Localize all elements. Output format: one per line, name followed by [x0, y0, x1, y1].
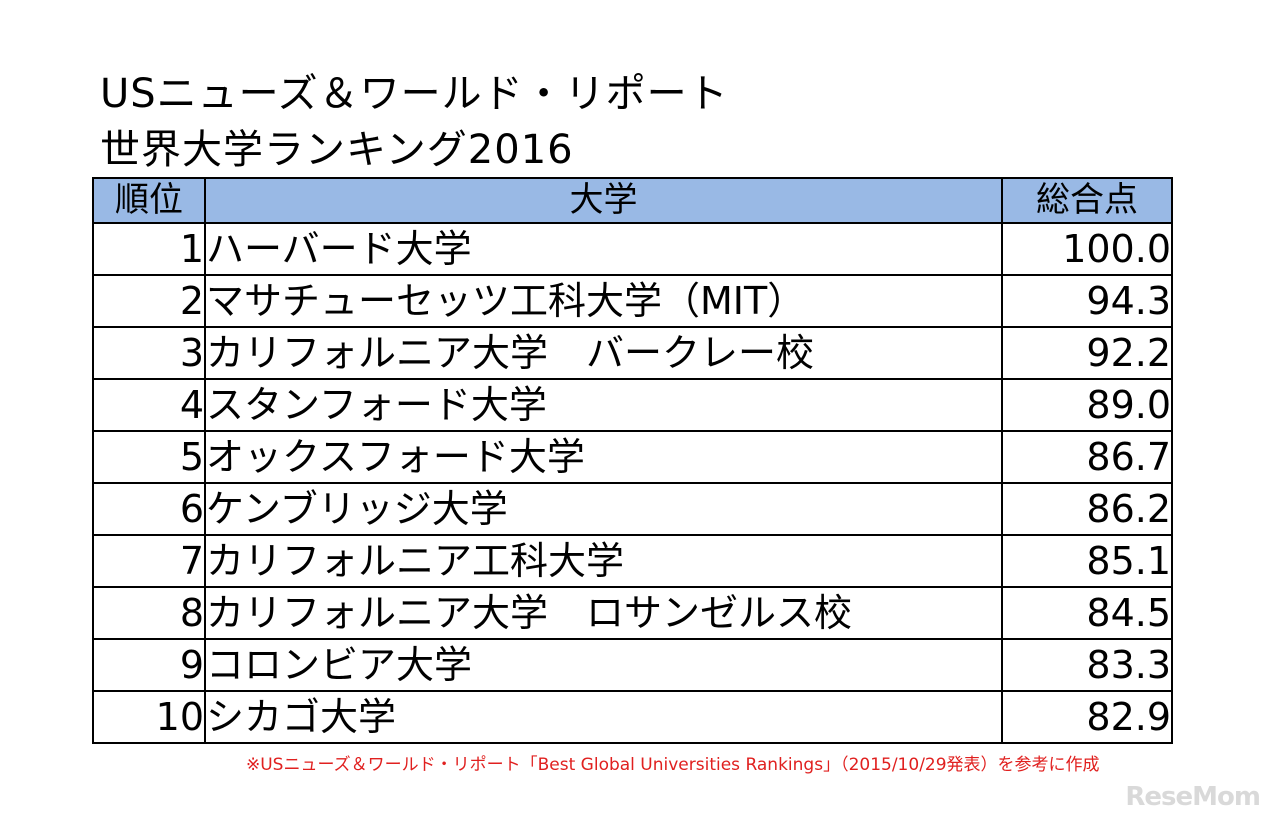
university-cell: カリフォルニア大学 ロサンゼルス校 — [204, 586, 1003, 640]
score-cell: 89.0 — [1001, 378, 1173, 432]
university-cell: コロンビア大学 — [204, 638, 1003, 692]
university-cell: ケンブリッジ大学 — [204, 482, 1003, 536]
rank-cell: 6 — [92, 482, 206, 536]
table-row: 10 シカゴ大学 82.9 — [92, 690, 1173, 744]
university-cell: シカゴ大学 — [204, 690, 1003, 744]
source-footnote: ※USニューズ＆ワールド・リポート「Best Global Universiti… — [246, 755, 1100, 775]
score-cell: 82.9 — [1001, 690, 1173, 744]
score-cell: 100.0 — [1001, 222, 1173, 276]
score-cell: 86.2 — [1001, 482, 1173, 536]
score-cell: 85.1 — [1001, 534, 1173, 588]
rank-cell: 8 — [92, 586, 206, 640]
university-cell: マサチューセッツ工科大学（MIT） — [204, 274, 1003, 328]
score-cell: 92.2 — [1001, 326, 1173, 380]
rank-cell: 2 — [92, 274, 206, 328]
rank-cell: 10 — [92, 690, 206, 744]
table-row: 2 マサチューセッツ工科大学（MIT） 94.3 — [92, 274, 1173, 328]
score-cell: 84.5 — [1001, 586, 1173, 640]
rank-cell: 5 — [92, 430, 206, 484]
university-cell: カリフォルニア工科大学 — [204, 534, 1003, 588]
rank-cell: 7 — [92, 534, 206, 588]
header-university: 大学 — [204, 177, 1003, 224]
table-header-row: 順位 大学 総合点 — [92, 177, 1173, 224]
score-cell: 83.3 — [1001, 638, 1173, 692]
table-row: 8 カリフォルニア大学 ロサンゼルス校 84.5 — [92, 586, 1173, 640]
rank-cell: 9 — [92, 638, 206, 692]
table-row: 5 オックスフォード大学 86.7 — [92, 430, 1173, 484]
table-row: 1 ハーバード大学 100.0 — [92, 222, 1173, 276]
university-cell: オックスフォード大学 — [204, 430, 1003, 484]
rank-cell: 4 — [92, 378, 206, 432]
resemom-logo: ReseMom — [1125, 782, 1261, 812]
ranking-table: 順位 大学 総合点 1 ハーバード大学 100.0 2 マサチューセッツ工科大学… — [92, 177, 1173, 744]
table-row: 4 スタンフォード大学 89.0 — [92, 378, 1173, 432]
table-row: 3 カリフォルニア大学 バークレー校 92.2 — [92, 326, 1173, 380]
score-cell: 94.3 — [1001, 274, 1173, 328]
page-title-line1: USニューズ＆ワールド・リポート — [100, 71, 729, 117]
table-row: 7 カリフォルニア工科大学 85.1 — [92, 534, 1173, 588]
university-cell: ハーバード大学 — [204, 222, 1003, 276]
rank-cell: 3 — [92, 326, 206, 380]
header-rank: 順位 — [92, 177, 206, 224]
header-score: 総合点 — [1001, 177, 1173, 224]
score-cell: 86.7 — [1001, 430, 1173, 484]
university-cell: カリフォルニア大学 バークレー校 — [204, 326, 1003, 380]
table-row: 9 コロンビア大学 83.3 — [92, 638, 1173, 692]
page-title-line2: 世界大学ランキング2016 — [100, 127, 574, 173]
rank-cell: 1 — [92, 222, 206, 276]
university-cell: スタンフォード大学 — [204, 378, 1003, 432]
table-row: 6 ケンブリッジ大学 86.2 — [92, 482, 1173, 536]
